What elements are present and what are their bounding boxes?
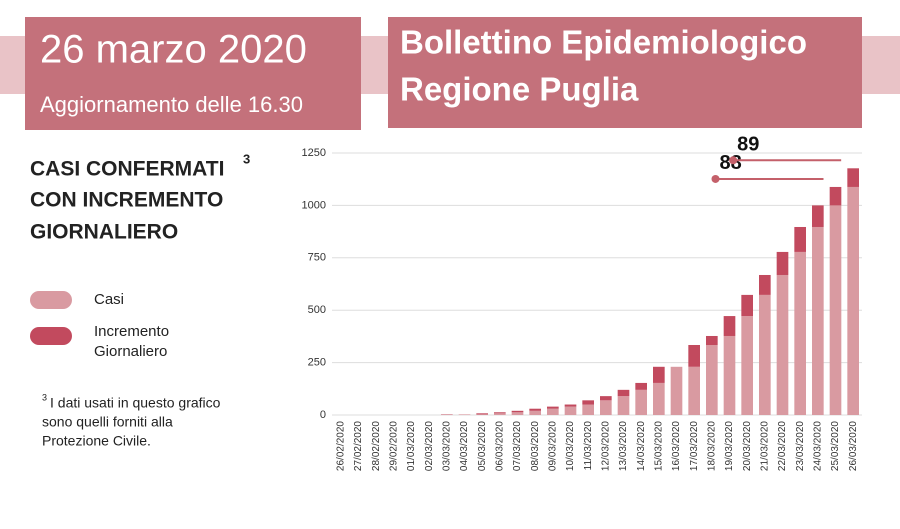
bar-segment [706, 345, 718, 415]
x-tick-label: 03/03/2020 [441, 421, 452, 471]
main-title: Regione Puglia [400, 71, 639, 108]
y-tick-label: 1250 [302, 147, 326, 159]
bar-segment [547, 407, 559, 409]
bar-segment [565, 407, 577, 415]
x-tick-label: 25/03/2020 [830, 421, 841, 471]
x-tick-label: 18/03/2020 [706, 421, 717, 471]
update-time: Aggiornamento delle 16.30 [40, 92, 303, 117]
x-tick-label: 01/03/2020 [406, 421, 417, 471]
bar-segment [812, 227, 824, 415]
x-tick-label: 23/03/2020 [795, 421, 806, 471]
y-tick-label: 1000 [302, 199, 326, 211]
bar-segment [741, 295, 753, 316]
bar-segment [812, 205, 824, 227]
x-tick-label: 26/02/2020 [335, 421, 346, 471]
chart-title: CASI CONFERMATI [30, 158, 224, 181]
bar-segment [847, 187, 859, 415]
bar-segment [618, 396, 630, 415]
bar-segment [635, 390, 647, 415]
x-tick-label: 21/03/2020 [759, 421, 770, 471]
bar-segment [724, 316, 736, 336]
bar-segment [830, 205, 842, 415]
bar-segment [600, 396, 612, 400]
bar-segment [794, 227, 806, 252]
x-tick-label: 07/03/2020 [512, 421, 523, 471]
y-tick-label: 750 [308, 252, 326, 264]
bar-segment [847, 168, 859, 187]
legend-swatch [30, 291, 72, 309]
bar-segment [618, 390, 630, 396]
bar-segment [688, 367, 700, 415]
bar-segment [830, 187, 842, 205]
legend-swatch [30, 327, 72, 345]
x-tick-label: 29/02/2020 [388, 421, 399, 471]
bar-segment [706, 336, 718, 345]
x-tick-label: 19/03/2020 [724, 421, 735, 471]
bar-segment [759, 275, 771, 295]
y-tick-label: 0 [320, 409, 326, 421]
bar-segment [529, 411, 541, 415]
x-tick-label: 24/03/2020 [812, 421, 823, 471]
x-tick-label: 08/03/2020 [530, 421, 541, 471]
x-tick-label: 28/02/2020 [371, 421, 382, 471]
x-tick-label: 20/03/2020 [742, 421, 753, 471]
bar-segment [653, 383, 665, 415]
footnote: I dati usati in questo grafico [50, 395, 221, 411]
bar-segment [724, 336, 736, 415]
x-tick-label: 02/03/2020 [424, 421, 435, 471]
chart-title: GIORNALIERO [30, 221, 178, 244]
x-tick-label: 06/03/2020 [494, 421, 505, 471]
bar-segment [459, 414, 471, 415]
bar-segment [494, 413, 506, 415]
bar-segment [600, 400, 612, 415]
legend-label: Casi [94, 291, 124, 308]
bar-segment [512, 411, 524, 412]
bar-segment [635, 383, 647, 390]
bar-segment [547, 409, 559, 415]
chart-title: CON INCREMENTO [30, 189, 223, 212]
x-tick-label: 22/03/2020 [777, 421, 788, 471]
footnote-mark: 3 [42, 392, 47, 402]
bar-segment [777, 275, 789, 415]
title-note-mark: 3 [243, 151, 250, 166]
x-tick-label: 26/03/2020 [848, 421, 859, 471]
y-tick-label: 250 [308, 357, 326, 369]
main-title: Bollettino Epidemiologico [400, 24, 807, 61]
x-tick-label: 17/03/2020 [689, 421, 700, 471]
x-tick-label: 16/03/2020 [671, 421, 682, 471]
bar-segment [759, 295, 771, 415]
bar-segment [653, 367, 665, 383]
x-tick-label: 27/02/2020 [353, 421, 364, 471]
x-tick-label: 12/03/2020 [600, 421, 611, 471]
footnote: Protezione Civile. [42, 433, 151, 449]
bar-segment [512, 412, 524, 415]
bar-segment [777, 252, 789, 275]
x-tick-label: 05/03/2020 [477, 421, 488, 471]
bar-segment [671, 367, 683, 415]
x-tick-label: 11/03/2020 [583, 421, 594, 471]
x-tick-label: 15/03/2020 [653, 421, 664, 471]
bar-segment [582, 405, 594, 415]
bar-segment [494, 412, 506, 413]
bar-segment [688, 345, 700, 367]
bar-segment [741, 316, 753, 415]
x-tick-label: 04/03/2020 [459, 421, 470, 471]
bar-segment [476, 414, 488, 415]
bar-segment [794, 252, 806, 415]
bar-segment [476, 413, 488, 414]
x-tick-label: 14/03/2020 [636, 421, 647, 471]
bar-segment [529, 409, 541, 411]
y-tick-label: 500 [308, 304, 326, 316]
x-tick-label: 10/03/2020 [565, 421, 576, 471]
bar-segment [565, 405, 577, 407]
annotation-label: 89 [737, 134, 759, 156]
x-tick-label: 13/03/2020 [618, 421, 629, 471]
bar-segment [582, 400, 594, 404]
footnote: sono quelli forniti alla [42, 414, 173, 430]
x-tick-label: 09/03/2020 [547, 421, 558, 471]
date: 26 marzo 2020 [40, 28, 307, 72]
